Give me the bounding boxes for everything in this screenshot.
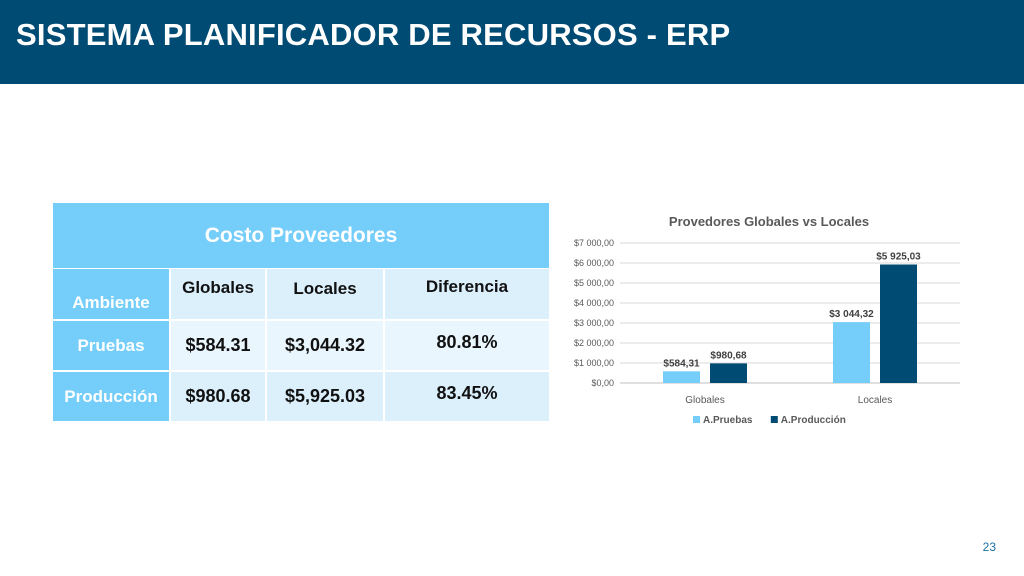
y-tick-label: $4 000,00	[574, 298, 614, 308]
legend-swatch	[770, 416, 778, 423]
cell-pruebas-diferencia: 80.81%	[385, 321, 549, 370]
x-tick-label: Locales	[858, 395, 892, 406]
y-tick-label: $5 000,00	[574, 278, 614, 288]
data-label: $3 044,32	[829, 309, 874, 320]
legend-entry: A.Pruebas	[703, 415, 753, 426]
y-tick-label: $2 000,00	[574, 338, 614, 348]
page-number: 23	[982, 540, 996, 554]
header-diferencia: Diferencia	[385, 269, 549, 319]
bar	[880, 264, 917, 383]
cell-pruebas-globales: $584.31	[171, 321, 265, 370]
chart-title: Provedores Globales vs Locales	[669, 214, 869, 229]
bar	[663, 371, 700, 383]
legend-swatch	[693, 416, 700, 423]
cell-produccion-locales: $5,925.03	[267, 372, 383, 421]
table-title: Costo Proveedores	[53, 203, 549, 268]
bar	[710, 363, 747, 383]
header-globales: Globales	[171, 269, 265, 319]
legend-entry: A.Producción	[781, 415, 846, 426]
header-ambiente: Ambiente	[53, 269, 169, 319]
bar	[833, 322, 870, 383]
header-locales: Locales	[267, 269, 383, 319]
y-tick-label: $0,00	[591, 378, 614, 388]
y-tick-label: $6 000,00	[574, 258, 614, 268]
y-tick-label: $1 000,00	[574, 358, 614, 368]
y-tick-label: $7 000,00	[574, 238, 614, 248]
y-tick-label: $3 000,00	[574, 318, 614, 328]
title-bar: SISTEMA PLANIFICADOR DE RECURSOS - ERP	[0, 0, 1024, 84]
data-label: $5 925,03	[876, 251, 921, 262]
bar-chart: Provedores Globales vs Locales $0,00 $1 0…	[574, 214, 960, 426]
row-label-pruebas: Pruebas	[53, 321, 169, 370]
cell-produccion-diferencia: 83.45%	[385, 372, 549, 421]
cost-table: Costo Proveedores Ambiente Globales Loca…	[53, 203, 549, 421]
cell-produccion-globales: $980.68	[171, 372, 265, 421]
data-label: $980,68	[710, 350, 747, 361]
row-label-produccion: Producción	[53, 372, 169, 421]
x-tick-label: Globales	[685, 395, 724, 406]
data-label: $584,31	[663, 358, 700, 369]
slide-title: SISTEMA PLANIFICADOR DE RECURSOS - ERP	[16, 17, 731, 52]
cell-pruebas-locales: $3,044.32	[267, 321, 383, 370]
